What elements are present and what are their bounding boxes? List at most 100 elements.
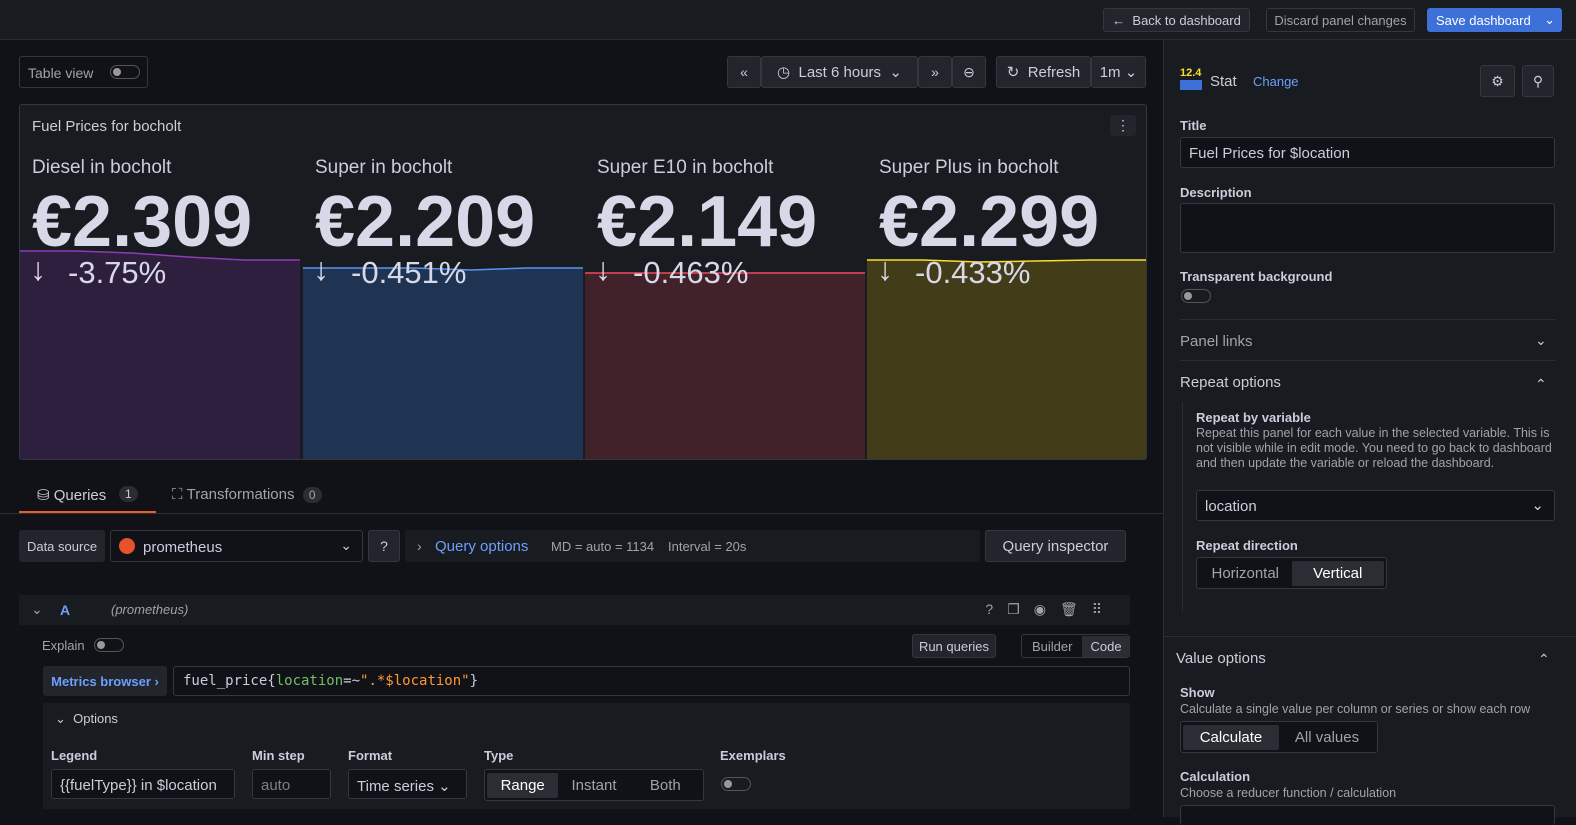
panel-menu[interactable]: ⋮: [1110, 115, 1136, 136]
format-label: Format: [348, 748, 393, 763]
refresh-label: Refresh: [1027, 63, 1081, 81]
segment-option[interactable]: All values: [1294, 728, 1360, 746]
datasource-picker[interactable]: prometheus ⌄: [110, 530, 363, 562]
time-range: Last 6 hours: [798, 63, 882, 81]
title-value: Fuel Prices for $location: [1189, 145, 1350, 162]
stat-change-arrow: ↓: [595, 251, 611, 287]
mode[interactable]: Code: [1082, 635, 1130, 657]
refresh-interval[interactable]: 1m ⌄: [1091, 56, 1146, 88]
min-step-value: auto: [261, 777, 291, 794]
segment-option[interactable]: Range: [487, 772, 559, 798]
sparkline-area: [303, 268, 583, 459]
legend-input[interactable]: {{fuelType}} in $location: [51, 769, 235, 799]
direction-switch: Horizontal Vertical: [1196, 557, 1387, 589]
stat-change: -0.451%: [351, 255, 467, 290]
mode[interactable]: Builder: [1032, 638, 1073, 654]
min-step-label: Min step: [252, 748, 305, 763]
segment-option[interactable]: Vertical: [1291, 560, 1384, 586]
sparkline-area: [867, 260, 1146, 459]
exemplars-toggle[interactable]: [721, 777, 751, 791]
expr-token: location: [275, 673, 344, 689]
discard-button[interactable]: Discard panel changes: [1266, 8, 1415, 32]
stat-value: €2.309: [32, 182, 253, 262]
format-select[interactable]: Time series ⌄: [348, 769, 467, 799]
query-editor[interactable]: fuel_price{location=~".*$location"}: [173, 666, 1130, 696]
show-switch: Calculate All values: [1180, 721, 1378, 753]
calculation-help: Choose a reducer function / calculation: [1180, 786, 1397, 800]
query-inspector[interactable]: Query inspector: [985, 530, 1126, 562]
back-label: Back to dashboard: [1132, 12, 1241, 28]
time-back[interactable]: «: [727, 56, 761, 88]
expr-token: }: [469, 673, 479, 689]
repeat-by-label: Repeat by variable: [1196, 410, 1311, 425]
stat-name: Super Plus in bocholt: [879, 157, 1059, 178]
value-options[interactable]: Value options: [1176, 650, 1266, 667]
table-view-toggle[interactable]: Table view: [19, 56, 148, 88]
viz-icon: 12.4: [1180, 67, 1202, 79]
description-input[interactable]: [1180, 203, 1555, 253]
options-title: Options: [73, 711, 118, 726]
ref-id: A: [60, 602, 71, 618]
stat-name: Super E10 in bocholt: [597, 157, 774, 178]
time-picker[interactable]: ◷ Last 6 hours ⌄: [761, 56, 918, 88]
calculation-label: Calculation: [1180, 769, 1251, 784]
panel: Fuel Prices for bocholt ⋮ Diesel in boch…: [19, 104, 1147, 460]
tab-label: Transformations: [186, 486, 295, 503]
explain-label: Explain: [42, 638, 85, 653]
stat-change-arrow: ↓: [877, 251, 893, 287]
divider: [1180, 360, 1555, 361]
metrics-browser[interactable]: Metrics browser ›: [43, 666, 167, 696]
repeat-options[interactable]: Repeat options: [1180, 374, 1281, 391]
save-button[interactable]: Save dashboard ⌄: [1427, 8, 1562, 32]
tab-label: Queries: [53, 487, 107, 504]
label: Metrics browser: [51, 673, 151, 689]
divider: [1180, 319, 1555, 320]
title-input[interactable]: Fuel Prices for $location: [1180, 137, 1555, 168]
run-queries[interactable]: Run queries: [912, 634, 996, 658]
queries-tab[interactable]: ⛁ Queries 1: [19, 480, 156, 513]
interval-label: 1m: [1099, 63, 1121, 81]
help-button[interactable]: ?: [368, 530, 400, 562]
expr-token: =~: [343, 673, 361, 689]
divider: [1163, 636, 1576, 637]
max-datapoints: MD = auto = 1134: [551, 539, 655, 554]
explain-toggle[interactable]: [94, 638, 124, 652]
format-value: Time series: [357, 778, 434, 795]
stats: Diesel in bocholt €2.309 ↓ -3.75% Super in b…: [20, 105, 1146, 459]
stat-change-arrow: ↓: [30, 251, 46, 287]
time-forward[interactable]: »: [918, 56, 952, 88]
label: Data source: [26, 538, 98, 554]
segment-option[interactable]: Calculate: [1183, 724, 1279, 750]
discard-label: Discard panel changes: [1274, 12, 1407, 28]
search-button[interactable]: ⚲: [1522, 65, 1554, 97]
min-step-input[interactable]: auto: [252, 769, 331, 799]
segment-option[interactable]: Instant: [571, 776, 617, 794]
refresh-button[interactable]: ↻ Refresh: [996, 56, 1091, 88]
sparkline-area: [585, 273, 865, 459]
viz-icon-graph: [1180, 80, 1202, 90]
sparkline-line: [20, 250, 300, 261]
transparent-label: Transparent background: [1180, 269, 1333, 284]
transparent-toggle[interactable]: [1181, 289, 1211, 303]
interval: Interval = 20s: [668, 539, 747, 554]
expr-token: ".*$location": [360, 673, 470, 689]
repeat-variable[interactable]: location ⌄: [1196, 490, 1555, 521]
zoom-out[interactable]: ⊖: [952, 56, 986, 88]
panel-links[interactable]: Panel links: [1180, 333, 1253, 350]
back-button[interactable]: ← Back to dashboard: [1103, 8, 1250, 32]
calculation-select[interactable]: [1180, 805, 1555, 825]
segment-option[interactable]: Horizontal: [1211, 564, 1280, 582]
repeat-var-value: location: [1205, 498, 1257, 515]
tab-count: 0: [302, 487, 322, 503]
inspector-label: Query inspector: [1002, 537, 1109, 555]
change-viz[interactable]: Change: [1253, 74, 1299, 89]
transformations-tab[interactable]: ⛶ Transformations 0: [172, 486, 322, 503]
segment-option[interactable]: Both: [649, 776, 681, 794]
stat-value: €2.299: [879, 182, 1100, 262]
run-label: Run queries: [918, 638, 990, 654]
stat-change: -3.75%: [68, 255, 167, 290]
options-button[interactable]: ⚙: [1480, 65, 1515, 97]
query-options[interactable]: › Query options MD = auto = 1134 Interval =…: [405, 530, 980, 562]
show-label: Show: [1180, 685, 1215, 700]
indent-line: [1182, 402, 1183, 612]
